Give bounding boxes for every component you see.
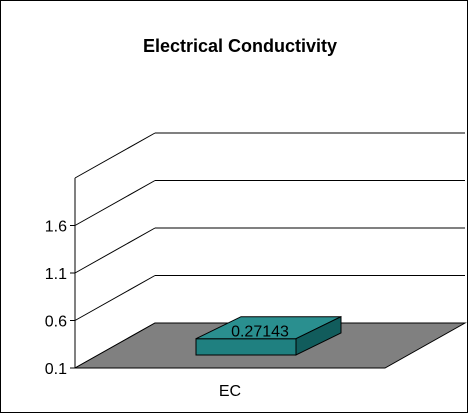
y-tick-label: 0.1: [45, 361, 67, 378]
y-tick-label: 0.6: [45, 314, 67, 331]
gridline-diagonal: [74, 275, 156, 321]
bar-side-ec: [295, 315, 342, 356]
gridline-diagonal: [74, 132, 156, 179]
y-tick-labels: 0.1 0.6 1.1 1.6: [45, 219, 75, 378]
chart-title: Electrical Conductivity: [143, 36, 337, 56]
gridline-diagonal: [74, 180, 156, 226]
y-tick-label: 1.6: [45, 219, 67, 236]
x-category-labels: EC: [219, 383, 241, 400]
bar-front-ec: [195, 338, 297, 356]
data-label-ec: 0.27143: [231, 324, 289, 341]
x-category-label: EC: [219, 383, 241, 400]
gridline-diagonal: [74, 227, 156, 274]
bars: 0.27143: [195, 315, 342, 356]
y-tick-label: 1.1: [45, 266, 67, 283]
